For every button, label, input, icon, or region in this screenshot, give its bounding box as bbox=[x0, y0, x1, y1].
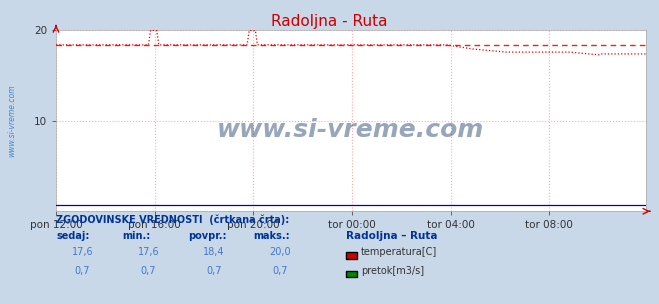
Text: 18,4: 18,4 bbox=[204, 247, 225, 257]
Text: pretok[m3/s]: pretok[m3/s] bbox=[361, 266, 424, 276]
Text: 17,6: 17,6 bbox=[138, 247, 159, 257]
Text: sedaj:: sedaj: bbox=[56, 231, 90, 241]
Text: min.:: min.: bbox=[122, 231, 150, 241]
Text: povpr.:: povpr.: bbox=[188, 231, 226, 241]
Text: 0,7: 0,7 bbox=[272, 266, 288, 276]
Text: www.si-vreme.com: www.si-vreme.com bbox=[7, 85, 16, 157]
Text: www.si-vreme.com: www.si-vreme.com bbox=[217, 118, 484, 142]
Text: 0,7: 0,7 bbox=[74, 266, 90, 276]
Text: temperatura[C]: temperatura[C] bbox=[361, 247, 438, 257]
Text: ZGODOVINSKE VREDNOSTI  (črtkana črta):: ZGODOVINSKE VREDNOSTI (črtkana črta): bbox=[56, 215, 289, 226]
Text: 0,7: 0,7 bbox=[140, 266, 156, 276]
Text: Radoljna - Ruta: Radoljna - Ruta bbox=[272, 14, 387, 29]
Text: 20,0: 20,0 bbox=[270, 247, 291, 257]
Text: Radoljna – Ruta: Radoljna – Ruta bbox=[346, 231, 438, 241]
Text: 0,7: 0,7 bbox=[206, 266, 222, 276]
Text: 17,6: 17,6 bbox=[72, 247, 93, 257]
Text: maks.:: maks.: bbox=[254, 231, 291, 241]
